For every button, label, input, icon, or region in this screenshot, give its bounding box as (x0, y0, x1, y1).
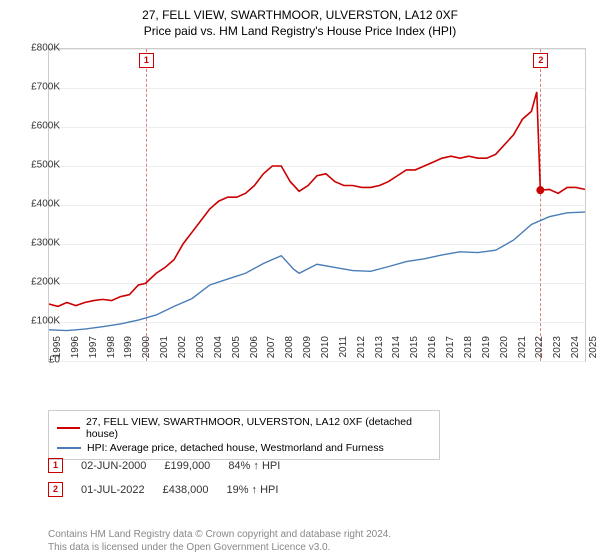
legend-box: 27, FELL VIEW, SWARTHMOOR, ULVERSTON, LA… (48, 410, 440, 460)
x-tick-label: 2009 (302, 336, 313, 366)
x-tick-label: 2016 (427, 336, 438, 366)
x-tick-label: 2012 (356, 336, 367, 366)
x-tick-label: 2006 (249, 336, 260, 366)
chart-title-line2: Price paid vs. HM Land Registry's House … (0, 22, 600, 42)
legend-swatch (57, 447, 81, 449)
x-tick-label: 2019 (481, 336, 492, 366)
x-tick-label: 2001 (159, 336, 170, 366)
y-tick-label: £400K (16, 199, 60, 210)
y-tick-label: £800K (16, 43, 60, 54)
x-tick-label: 1997 (88, 336, 99, 366)
x-tick-label: 2025 (588, 336, 599, 366)
x-tick-label: 2010 (320, 336, 331, 366)
x-tick-label: 2021 (517, 336, 528, 366)
x-tick-label: 2004 (213, 336, 224, 366)
y-tick-label: £700K (16, 82, 60, 93)
plot-area: 12 (48, 48, 586, 362)
x-tick-label: 2003 (195, 336, 206, 366)
event-marker-icon: 2 (48, 482, 63, 497)
chart-title-line1: 27, FELL VIEW, SWARTHMOOR, ULVERSTON, LA… (0, 0, 600, 22)
x-tick-label: 1999 (123, 336, 134, 366)
x-tick-label: 2015 (409, 336, 420, 366)
event-row: 1 02-JUN-2000 £199,000 84% ↑ HPI (48, 458, 280, 473)
x-tick-label: 1998 (106, 336, 117, 366)
event-delta: 84% ↑ HPI (228, 460, 280, 472)
x-tick-label: 1996 (70, 336, 81, 366)
legend-item: HPI: Average price, detached house, West… (57, 441, 431, 455)
legend-label: HPI: Average price, detached house, West… (87, 442, 384, 454)
x-tick-label: 2002 (177, 336, 188, 366)
legend-item: 27, FELL VIEW, SWARTHMOOR, ULVERSTON, LA… (57, 415, 431, 441)
x-tick-label: 2011 (338, 336, 349, 366)
x-tick-label: 2018 (463, 336, 474, 366)
event-marker-icon: 1 (48, 458, 63, 473)
x-tick-label: 2022 (534, 336, 545, 366)
x-tick-label: 2008 (284, 336, 295, 366)
x-tick-label: 2000 (141, 336, 152, 366)
x-tick-label: 2013 (374, 336, 385, 366)
x-tick-label: 2007 (266, 336, 277, 366)
y-tick-label: £600K (16, 121, 60, 132)
x-tick-label: 2020 (499, 336, 510, 366)
y-tick-label: £500K (16, 160, 60, 171)
x-tick-label: 2017 (445, 336, 456, 366)
x-tick-label: 2023 (552, 336, 563, 366)
event-date: 01-JUL-2022 (81, 484, 145, 496)
event-delta: 19% ↑ HPI (226, 484, 278, 496)
y-tick-label: £200K (16, 277, 60, 288)
legend-swatch (57, 427, 80, 429)
footer-attribution: Contains HM Land Registry data © Crown c… (48, 528, 391, 554)
footer-line1: Contains HM Land Registry data © Crown c… (48, 529, 391, 540)
event-price: £438,000 (163, 484, 209, 496)
x-tick-label: 1995 (52, 336, 63, 366)
x-tick-label: 2024 (570, 336, 581, 366)
x-tick-label: 2014 (391, 336, 402, 366)
chart-container: 27, FELL VIEW, SWARTHMOOR, ULVERSTON, LA… (0, 0, 600, 560)
event-price: £199,000 (164, 460, 210, 472)
y-tick-label: £300K (16, 238, 60, 249)
legend-label: 27, FELL VIEW, SWARTHMOOR, ULVERSTON, LA… (86, 416, 431, 440)
x-tick-label: 2005 (231, 336, 242, 366)
event-row: 2 01-JUL-2022 £438,000 19% ↑ HPI (48, 482, 278, 497)
footer-line2: This data is licensed under the Open Gov… (48, 542, 330, 553)
event-date: 02-JUN-2000 (81, 460, 146, 472)
y-tick-label: £100K (16, 316, 60, 327)
